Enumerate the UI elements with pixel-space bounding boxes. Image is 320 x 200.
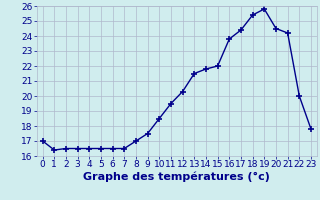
X-axis label: Graphe des températures (°c): Graphe des températures (°c)	[84, 172, 270, 182]
